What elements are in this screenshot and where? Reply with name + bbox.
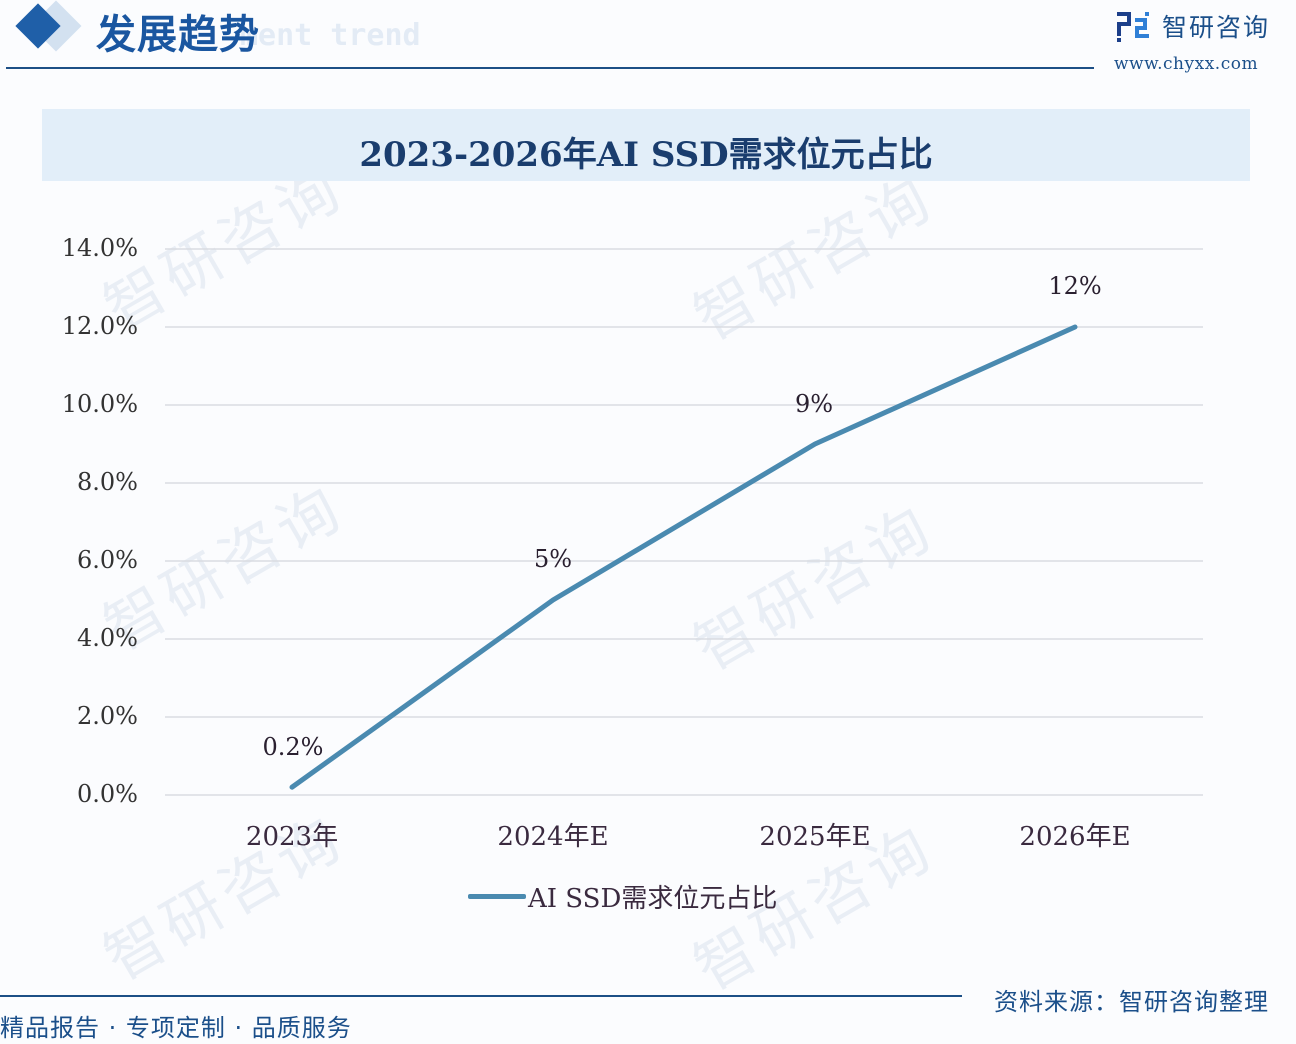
y-tick: 4.0% [77,624,138,652]
data-label: 0.2% [262,733,324,761]
legend-line-swatch [468,894,526,899]
y-tick: 12.0% [61,312,138,340]
x-tick: 2024年E [497,822,609,852]
y-tick: 6.0% [77,546,138,574]
legend-label: AI SSD需求位元占比 [528,884,778,914]
header-divider [6,67,1094,69]
x-tick: 2026年E [1019,822,1131,852]
series-line [289,324,1078,790]
y-tick: 2.0% [77,702,138,730]
y-tick: 10.0% [61,390,138,418]
gridlines [165,248,1203,796]
data-label: 12% [1048,272,1102,300]
y-tick: 0.0% [77,780,138,808]
header-subtitle-watermark: ment trend [240,18,421,53]
data-label: 5% [533,545,573,573]
brand-url[interactable]: www.chyxx.com [1114,54,1259,74]
source-note: 资料来源：智研咨询整理 [994,988,1269,1016]
legend: AI SSD需求位元占比 [468,878,777,915]
x-tick: 2025年E [759,822,871,852]
y-tick: 8.0% [77,468,138,496]
y-tick: 14.0% [61,234,138,262]
chart-title-band: 2023-2026年AI SSD需求位元占比 [42,109,1250,181]
chart-title: 2023-2026年AI SSD需求位元占比 [359,135,933,175]
section-title: 发展趋势 [96,12,260,58]
brand-name: 智研咨询 [1162,13,1271,42]
footer-divider [0,995,962,997]
x-tick: 2023年 [245,822,339,852]
chyxx-logo-icon [1117,12,1149,42]
footer-slogan: 精品报告 · 专项定制 · 品质服务 [0,1014,352,1042]
data-label: 9% [794,390,834,418]
